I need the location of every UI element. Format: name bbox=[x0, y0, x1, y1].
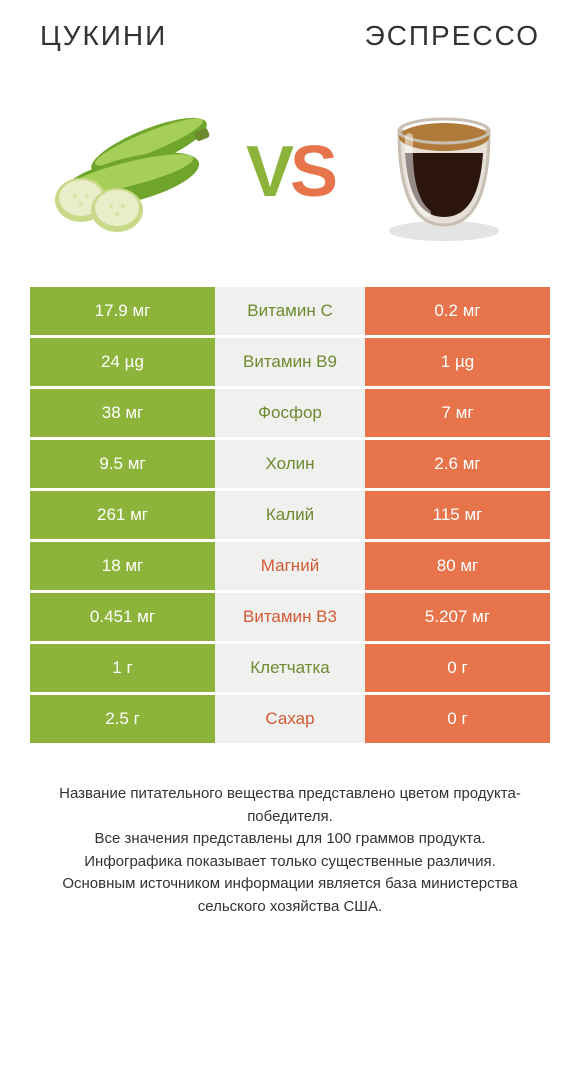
footnote-text: Название питательного вещества представл… bbox=[30, 783, 550, 918]
cell-left-value: 1 г bbox=[30, 644, 215, 692]
cell-right-value: 2.6 мг bbox=[365, 440, 550, 488]
titles-row: ЦУКИНИ ЭСПРЕССО bbox=[30, 20, 550, 52]
cell-right-value: 1 µg bbox=[365, 338, 550, 386]
table-row: 18 мгМагний80 мг bbox=[30, 542, 550, 590]
cell-right-value: 5.207 мг bbox=[365, 593, 550, 641]
cell-nutrient-label: Витамин B3 bbox=[215, 593, 365, 641]
cell-left-value: 38 мг bbox=[30, 389, 215, 437]
table-row: 0.451 мгВитамин B35.207 мг bbox=[30, 593, 550, 641]
cell-nutrient-label: Холин bbox=[215, 440, 365, 488]
cell-right-value: 7 мг bbox=[365, 389, 550, 437]
cell-nutrient-label: Фосфор bbox=[215, 389, 365, 437]
cell-left-value: 261 мг bbox=[30, 491, 215, 539]
cell-right-value: 0 г bbox=[365, 695, 550, 743]
cell-left-value: 24 µg bbox=[30, 338, 215, 386]
vs-label: VS bbox=[242, 131, 338, 213]
cell-left-value: 2.5 г bbox=[30, 695, 215, 743]
cell-nutrient-label: Витамин C bbox=[215, 287, 365, 335]
table-row: 17.9 мгВитамин C0.2 мг bbox=[30, 287, 550, 335]
cell-left-value: 17.9 мг bbox=[30, 287, 215, 335]
table-row: 261 мгКалий115 мг bbox=[30, 491, 550, 539]
espresso-image bbox=[338, 82, 550, 262]
vs-v: V bbox=[246, 132, 290, 212]
table-row: 9.5 мгХолин2.6 мг bbox=[30, 440, 550, 488]
table-row: 24 µgВитамин B91 µg bbox=[30, 338, 550, 386]
comparison-table: 17.9 мгВитамин C0.2 мг24 µgВитамин B91 µ… bbox=[30, 287, 550, 743]
zucchini-image bbox=[30, 82, 242, 262]
title-right: ЭСПРЕССО bbox=[365, 20, 540, 52]
vs-s: S bbox=[290, 132, 334, 212]
cell-left-value: 9.5 мг bbox=[30, 440, 215, 488]
cell-right-value: 80 мг bbox=[365, 542, 550, 590]
cell-nutrient-label: Сахар bbox=[215, 695, 365, 743]
table-row: 1 гКлетчатка0 г bbox=[30, 644, 550, 692]
title-left: ЦУКИНИ bbox=[40, 20, 167, 52]
cell-left-value: 18 мг bbox=[30, 542, 215, 590]
cell-left-value: 0.451 мг bbox=[30, 593, 215, 641]
cell-right-value: 115 мг bbox=[365, 491, 550, 539]
table-row: 38 мгФосфор7 мг bbox=[30, 389, 550, 437]
cell-nutrient-label: Витамин B9 bbox=[215, 338, 365, 386]
cell-nutrient-label: Калий bbox=[215, 491, 365, 539]
cell-nutrient-label: Магний bbox=[215, 542, 365, 590]
hero-row: VS bbox=[30, 82, 550, 262]
cell-right-value: 0 г bbox=[365, 644, 550, 692]
table-row: 2.5 гСахар0 г bbox=[30, 695, 550, 743]
cell-right-value: 0.2 мг bbox=[365, 287, 550, 335]
cell-nutrient-label: Клетчатка bbox=[215, 644, 365, 692]
